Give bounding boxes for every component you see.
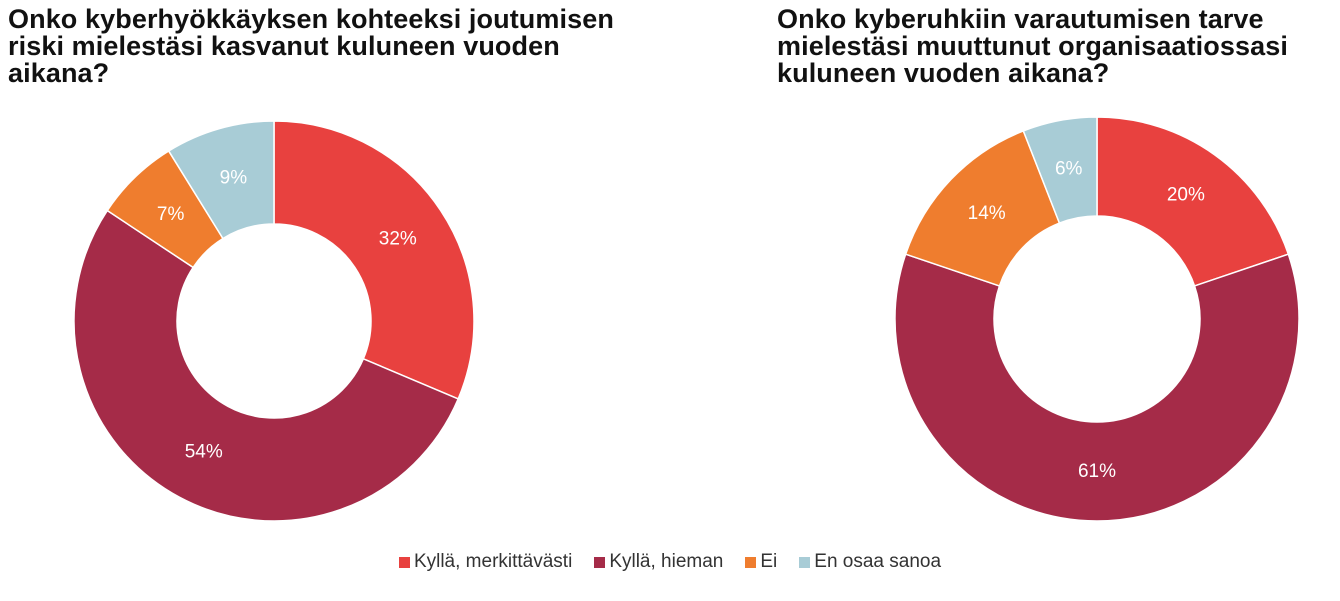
slice-kylla-merkittavasti <box>1096 116 1290 287</box>
legend-swatch <box>745 556 757 568</box>
slice-label-ei: 7% <box>157 204 185 225</box>
slice-label-kylla-hieman: 54% <box>185 441 223 462</box>
slice-label-ei: 14% <box>968 203 1006 224</box>
legend-label: Kyllä, merkittävästi <box>413 551 573 572</box>
legend-swatch <box>594 556 606 568</box>
chart-title-risk: Onko kyberhyökkäyksen kohteeksi joutumis… <box>8 4 614 88</box>
slice-kylla-hieman <box>73 209 460 522</box>
slice-kylla-merkittavasti <box>273 120 475 400</box>
donut-chart-preparedness: 20% 61% 14% 6% <box>894 116 1300 522</box>
legend-label: Ei <box>760 551 778 572</box>
legend-item-ei: Ei <box>745 551 777 573</box>
slice-label-kylla-merkittavasti: 32% <box>379 228 417 249</box>
slice-label-en-osaa-sanoa: 6% <box>1055 159 1083 180</box>
slice-en-osaa-sanoa <box>1022 116 1098 225</box>
slice-en-osaa-sanoa <box>167 120 275 240</box>
legend-item-kylla-merkittavasti: Kyllä, merkittävästi <box>398 551 573 573</box>
legend-swatch <box>398 556 410 568</box>
legend-label: Kyllä, hieman <box>609 551 724 572</box>
slice-label-kylla-merkittavasti: 20% <box>1167 185 1205 206</box>
donut-chart-risk: 32% 54% 7% 9% <box>73 120 475 522</box>
chart-title-preparedness: Onko kyberuhkiin varautumisen tarve miel… <box>777 4 1288 88</box>
legend-item-en-osaa-sanoa: En osaa sanoa <box>799 551 941 573</box>
legend-label: En osaa sanoa <box>814 551 942 572</box>
slice-label-en-osaa-sanoa: 9% <box>220 168 248 189</box>
legend-item-kylla-hieman: Kyllä, hieman <box>594 551 723 573</box>
slice-label-kylla-hieman: 61% <box>1078 461 1116 482</box>
legend: Kyllä, merkittävästi Kyllä, hieman Ei En… <box>0 551 1340 573</box>
slice-kylla-hieman <box>894 253 1300 522</box>
legend-swatch <box>799 556 811 568</box>
